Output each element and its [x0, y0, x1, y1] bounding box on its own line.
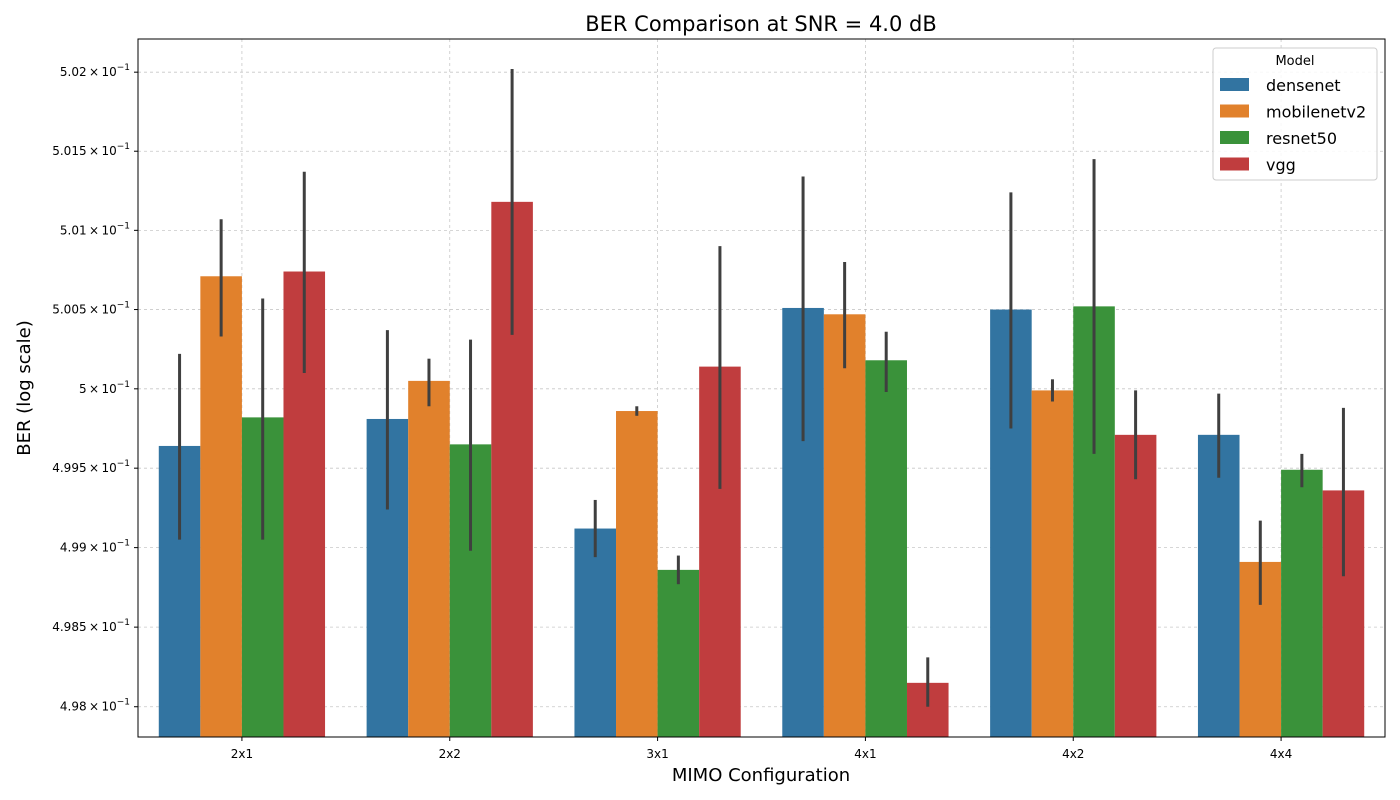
y-tick-label: 4.985 × 10−1: [52, 618, 130, 634]
legend-label-resnet50: resnet50: [1266, 129, 1337, 148]
legend-swatch-mobilenetv2: [1220, 104, 1249, 118]
legend-box: [1212, 47, 1378, 181]
error-bars: [178, 69, 1345, 707]
y-tick-label: 5.02 × 10−1: [60, 63, 130, 79]
x-tick-label: 4x4: [1270, 747, 1292, 761]
legend-swatch-vgg: [1220, 157, 1249, 171]
legend-swatch-resnet50: [1220, 131, 1249, 144]
bar-densenet-3x1: [574, 528, 617, 737]
y-tick-label: 5.005 × 10−1: [52, 301, 130, 317]
legend-label-densenet: densenet: [1266, 76, 1341, 95]
y-axis-label: BER (log scale): [14, 320, 35, 456]
legend-title: Model: [1275, 54, 1314, 69]
legend-swatch-densenet: [1220, 78, 1249, 91]
bar-mobilenetv2-4x2: [1031, 390, 1074, 737]
bar-mobilenetv2-4x1: [823, 314, 866, 737]
bar-resnet50-4x4: [1281, 469, 1323, 737]
bar-vgg-4x2: [1114, 434, 1157, 737]
y-tick-label: 5.015 × 10−1: [52, 142, 130, 158]
bars: [158, 201, 1365, 737]
bar-resnet50-4x1: [865, 360, 907, 737]
y-tick-label: 5 × 10−1: [79, 380, 130, 396]
x-axis-ticks: 2x1 2x2 3x1 4x1 4x2 4x4: [231, 737, 1292, 761]
y-tick-label: 4.995 × 10−1: [52, 459, 130, 475]
x-tick-label: 2x2: [439, 747, 461, 761]
y-tick-label: 4.99 × 10−1: [60, 539, 130, 555]
x-tick-label: 2x1: [231, 747, 253, 761]
legend-label-vgg: vgg: [1266, 156, 1296, 175]
y-tick-label: 4.98 × 10−1: [60, 698, 130, 714]
plot-frame: [137, 38, 1386, 738]
y-axis-ticks: 4.98 × 10−1 4.985 × 10−1 4.99 × 10−1 4.995 …: [52, 63, 138, 714]
bar-mobilenetv2-3x1: [616, 411, 658, 737]
bar-mobilenetv2-2x1: [200, 276, 242, 737]
y-tick-label: 5.01 × 10−1: [60, 221, 130, 237]
bar-densenet-4x4: [1197, 434, 1240, 737]
x-tick-label: 4x1: [854, 747, 876, 761]
chart-title: BER Comparison at SNR = 4.0 dB: [585, 12, 937, 36]
bar-resnet50-3x1: [657, 569, 700, 737]
x-tick-label: 3x1: [646, 747, 668, 761]
x-axis-label: MIMO Configuration: [672, 765, 850, 786]
legend: Model densenet mobilenetv2 resnet50 vgg: [1212, 47, 1378, 181]
legend-label-mobilenetv2: mobilenetv2: [1266, 103, 1366, 122]
bar-mobilenetv2-2x2: [408, 380, 450, 737]
x-tick-label: 4x2: [1062, 747, 1084, 761]
